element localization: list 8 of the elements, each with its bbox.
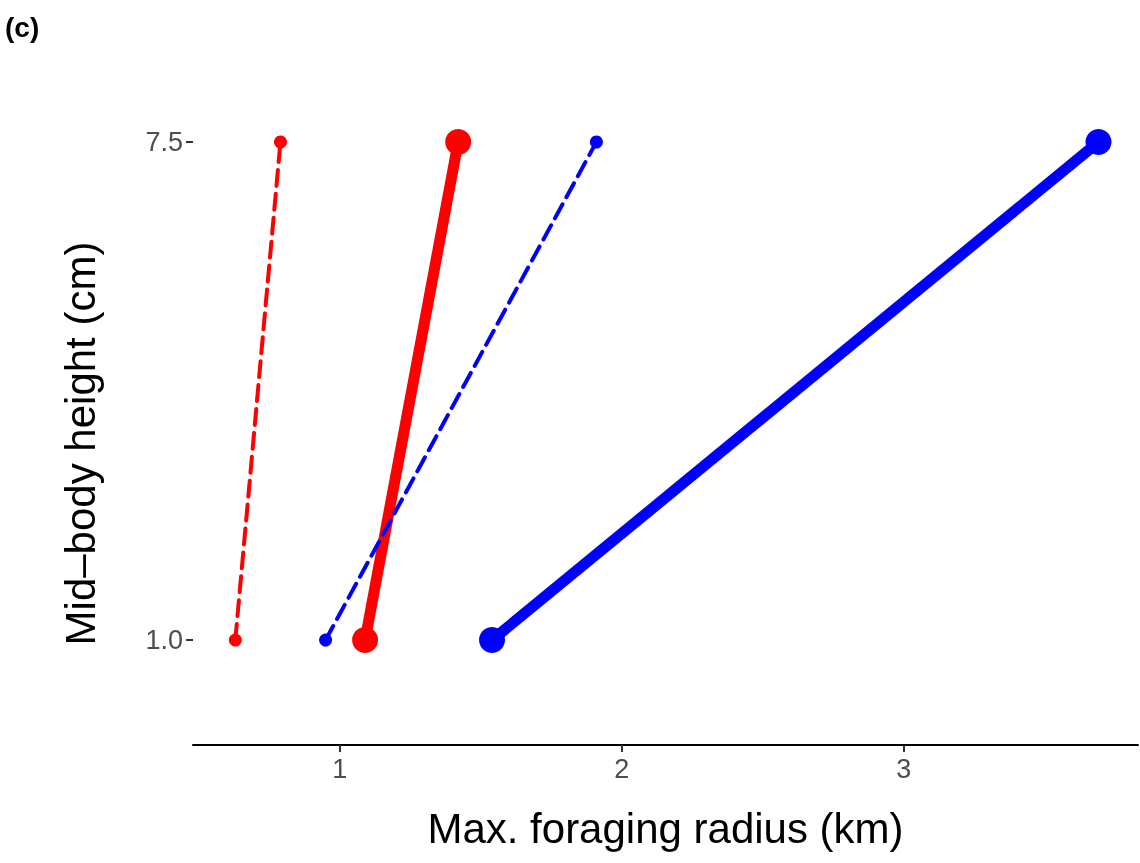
chart-title: (c) (5, 11, 40, 43)
y-tick-label: 1.0 (145, 625, 183, 656)
y-axis-title: Mid–body height (cm) (56, 241, 104, 646)
x-tick-label: 3 (896, 753, 912, 784)
x-tick-label: 1 (332, 753, 348, 784)
y-tick-label: 7.5 (145, 127, 183, 157)
x-tick-label: 2 (614, 753, 630, 784)
x-axis-title: Max. foraging radius (km) (427, 804, 904, 852)
